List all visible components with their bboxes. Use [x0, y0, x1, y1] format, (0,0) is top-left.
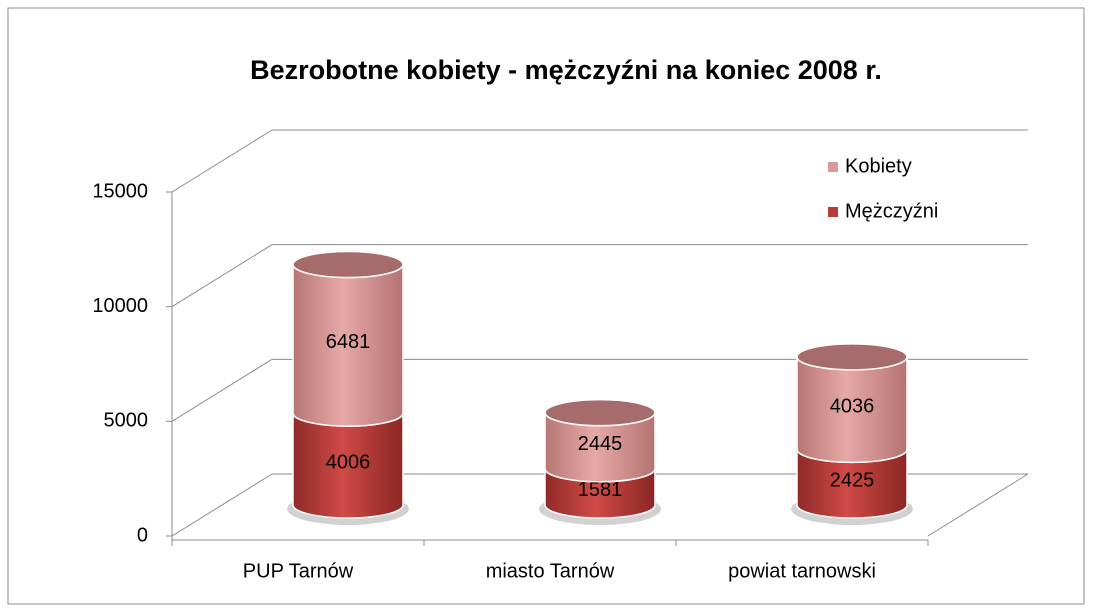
- cylinder-top: [544, 398, 656, 427]
- y-tick-label: 5000: [104, 410, 149, 432]
- grid-line: [171, 129, 1028, 193]
- grid-line: [171, 244, 1028, 308]
- floor-edge: [927, 473, 1029, 537]
- data-label: 6481: [326, 331, 371, 353]
- y-tick-label: 15000: [92, 180, 148, 202]
- x-tick-label: miasto Tarnów: [486, 560, 615, 582]
- grid-line: [171, 358, 1028, 422]
- data-label: 2425: [830, 469, 875, 491]
- legend-label: Mężczyźni: [845, 200, 938, 222]
- legend-swatch: [828, 162, 838, 172]
- cylinder-top: [292, 250, 404, 279]
- data-label: 4006: [326, 451, 371, 473]
- cylinder-top: [796, 343, 908, 371]
- x-tick-label: powiat tarnowski: [728, 560, 876, 582]
- data-label: 1581: [578, 479, 623, 501]
- y-tick-label: 10000: [92, 295, 148, 317]
- legend-label: Kobiety: [845, 155, 912, 177]
- data-label: 2445: [578, 433, 623, 455]
- data-label: 4036: [830, 395, 875, 417]
- x-tick-label: PUP Tarnów: [243, 560, 354, 582]
- grid-line: [171, 473, 1028, 537]
- legend-swatch: [828, 207, 838, 217]
- chart-title: Bezrobotne kobiety - mężczyźni na koniec…: [250, 55, 882, 85]
- y-tick-label: 0: [137, 524, 148, 546]
